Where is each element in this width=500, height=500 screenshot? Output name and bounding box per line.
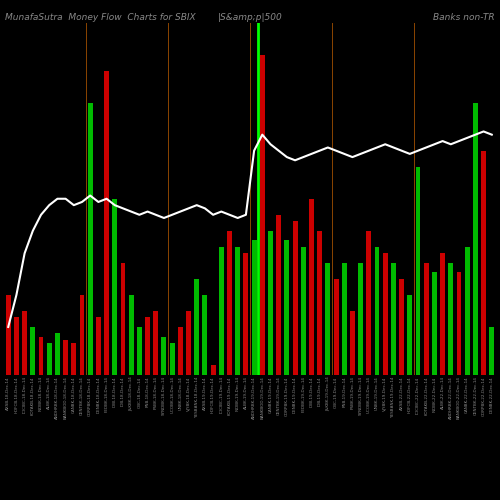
Bar bbox=[14, 318, 19, 375]
Bar bbox=[399, 279, 404, 375]
Bar bbox=[235, 247, 240, 375]
Bar bbox=[358, 263, 363, 375]
Bar bbox=[342, 263, 346, 375]
Bar bbox=[104, 70, 109, 375]
Bar bbox=[219, 247, 224, 375]
Bar bbox=[178, 327, 183, 375]
Bar bbox=[112, 198, 117, 375]
Bar bbox=[47, 343, 52, 375]
Text: MunafaSutra  Money Flow  Charts for SBIX: MunafaSutra Money Flow Charts for SBIX bbox=[5, 12, 196, 22]
Bar bbox=[464, 247, 469, 375]
Bar bbox=[38, 336, 44, 375]
Bar bbox=[309, 198, 314, 375]
Bar bbox=[137, 327, 142, 375]
Bar bbox=[448, 263, 453, 375]
Bar bbox=[301, 247, 306, 375]
Bar bbox=[481, 150, 486, 375]
Bar bbox=[72, 343, 76, 375]
Bar bbox=[210, 366, 216, 375]
Bar bbox=[6, 295, 10, 375]
Bar bbox=[473, 102, 478, 375]
Bar bbox=[202, 295, 207, 375]
Bar bbox=[260, 54, 265, 375]
Bar bbox=[162, 336, 166, 375]
Bar bbox=[317, 231, 322, 375]
Bar bbox=[63, 340, 68, 375]
Bar bbox=[326, 263, 330, 375]
Bar bbox=[366, 231, 372, 375]
Bar bbox=[170, 343, 174, 375]
Bar bbox=[145, 318, 150, 375]
Bar bbox=[490, 327, 494, 375]
Bar bbox=[30, 327, 36, 375]
Bar bbox=[276, 215, 281, 375]
Bar bbox=[80, 295, 84, 375]
Bar bbox=[268, 231, 273, 375]
Bar bbox=[154, 311, 158, 375]
Bar bbox=[186, 311, 191, 375]
Bar bbox=[284, 240, 290, 375]
Bar bbox=[440, 253, 445, 375]
Bar bbox=[194, 279, 199, 375]
Bar bbox=[55, 334, 60, 375]
Bar bbox=[391, 263, 396, 375]
Bar bbox=[374, 247, 380, 375]
Bar bbox=[456, 272, 462, 375]
Bar bbox=[416, 166, 420, 375]
Text: Banks non-TR: Banks non-TR bbox=[434, 12, 495, 22]
Bar bbox=[120, 263, 126, 375]
Bar bbox=[244, 253, 248, 375]
Bar bbox=[96, 318, 101, 375]
Bar bbox=[408, 295, 412, 375]
Bar bbox=[383, 253, 388, 375]
Bar bbox=[88, 102, 92, 375]
Bar bbox=[432, 272, 437, 375]
Bar bbox=[350, 311, 355, 375]
Bar bbox=[128, 295, 134, 375]
Bar bbox=[22, 311, 27, 375]
Bar bbox=[292, 221, 298, 375]
Bar bbox=[227, 231, 232, 375]
Bar bbox=[252, 240, 256, 375]
Bar bbox=[334, 279, 338, 375]
Bar bbox=[424, 263, 428, 375]
Text: |S&amp;p|500: |S&amp;p|500 bbox=[218, 12, 282, 22]
